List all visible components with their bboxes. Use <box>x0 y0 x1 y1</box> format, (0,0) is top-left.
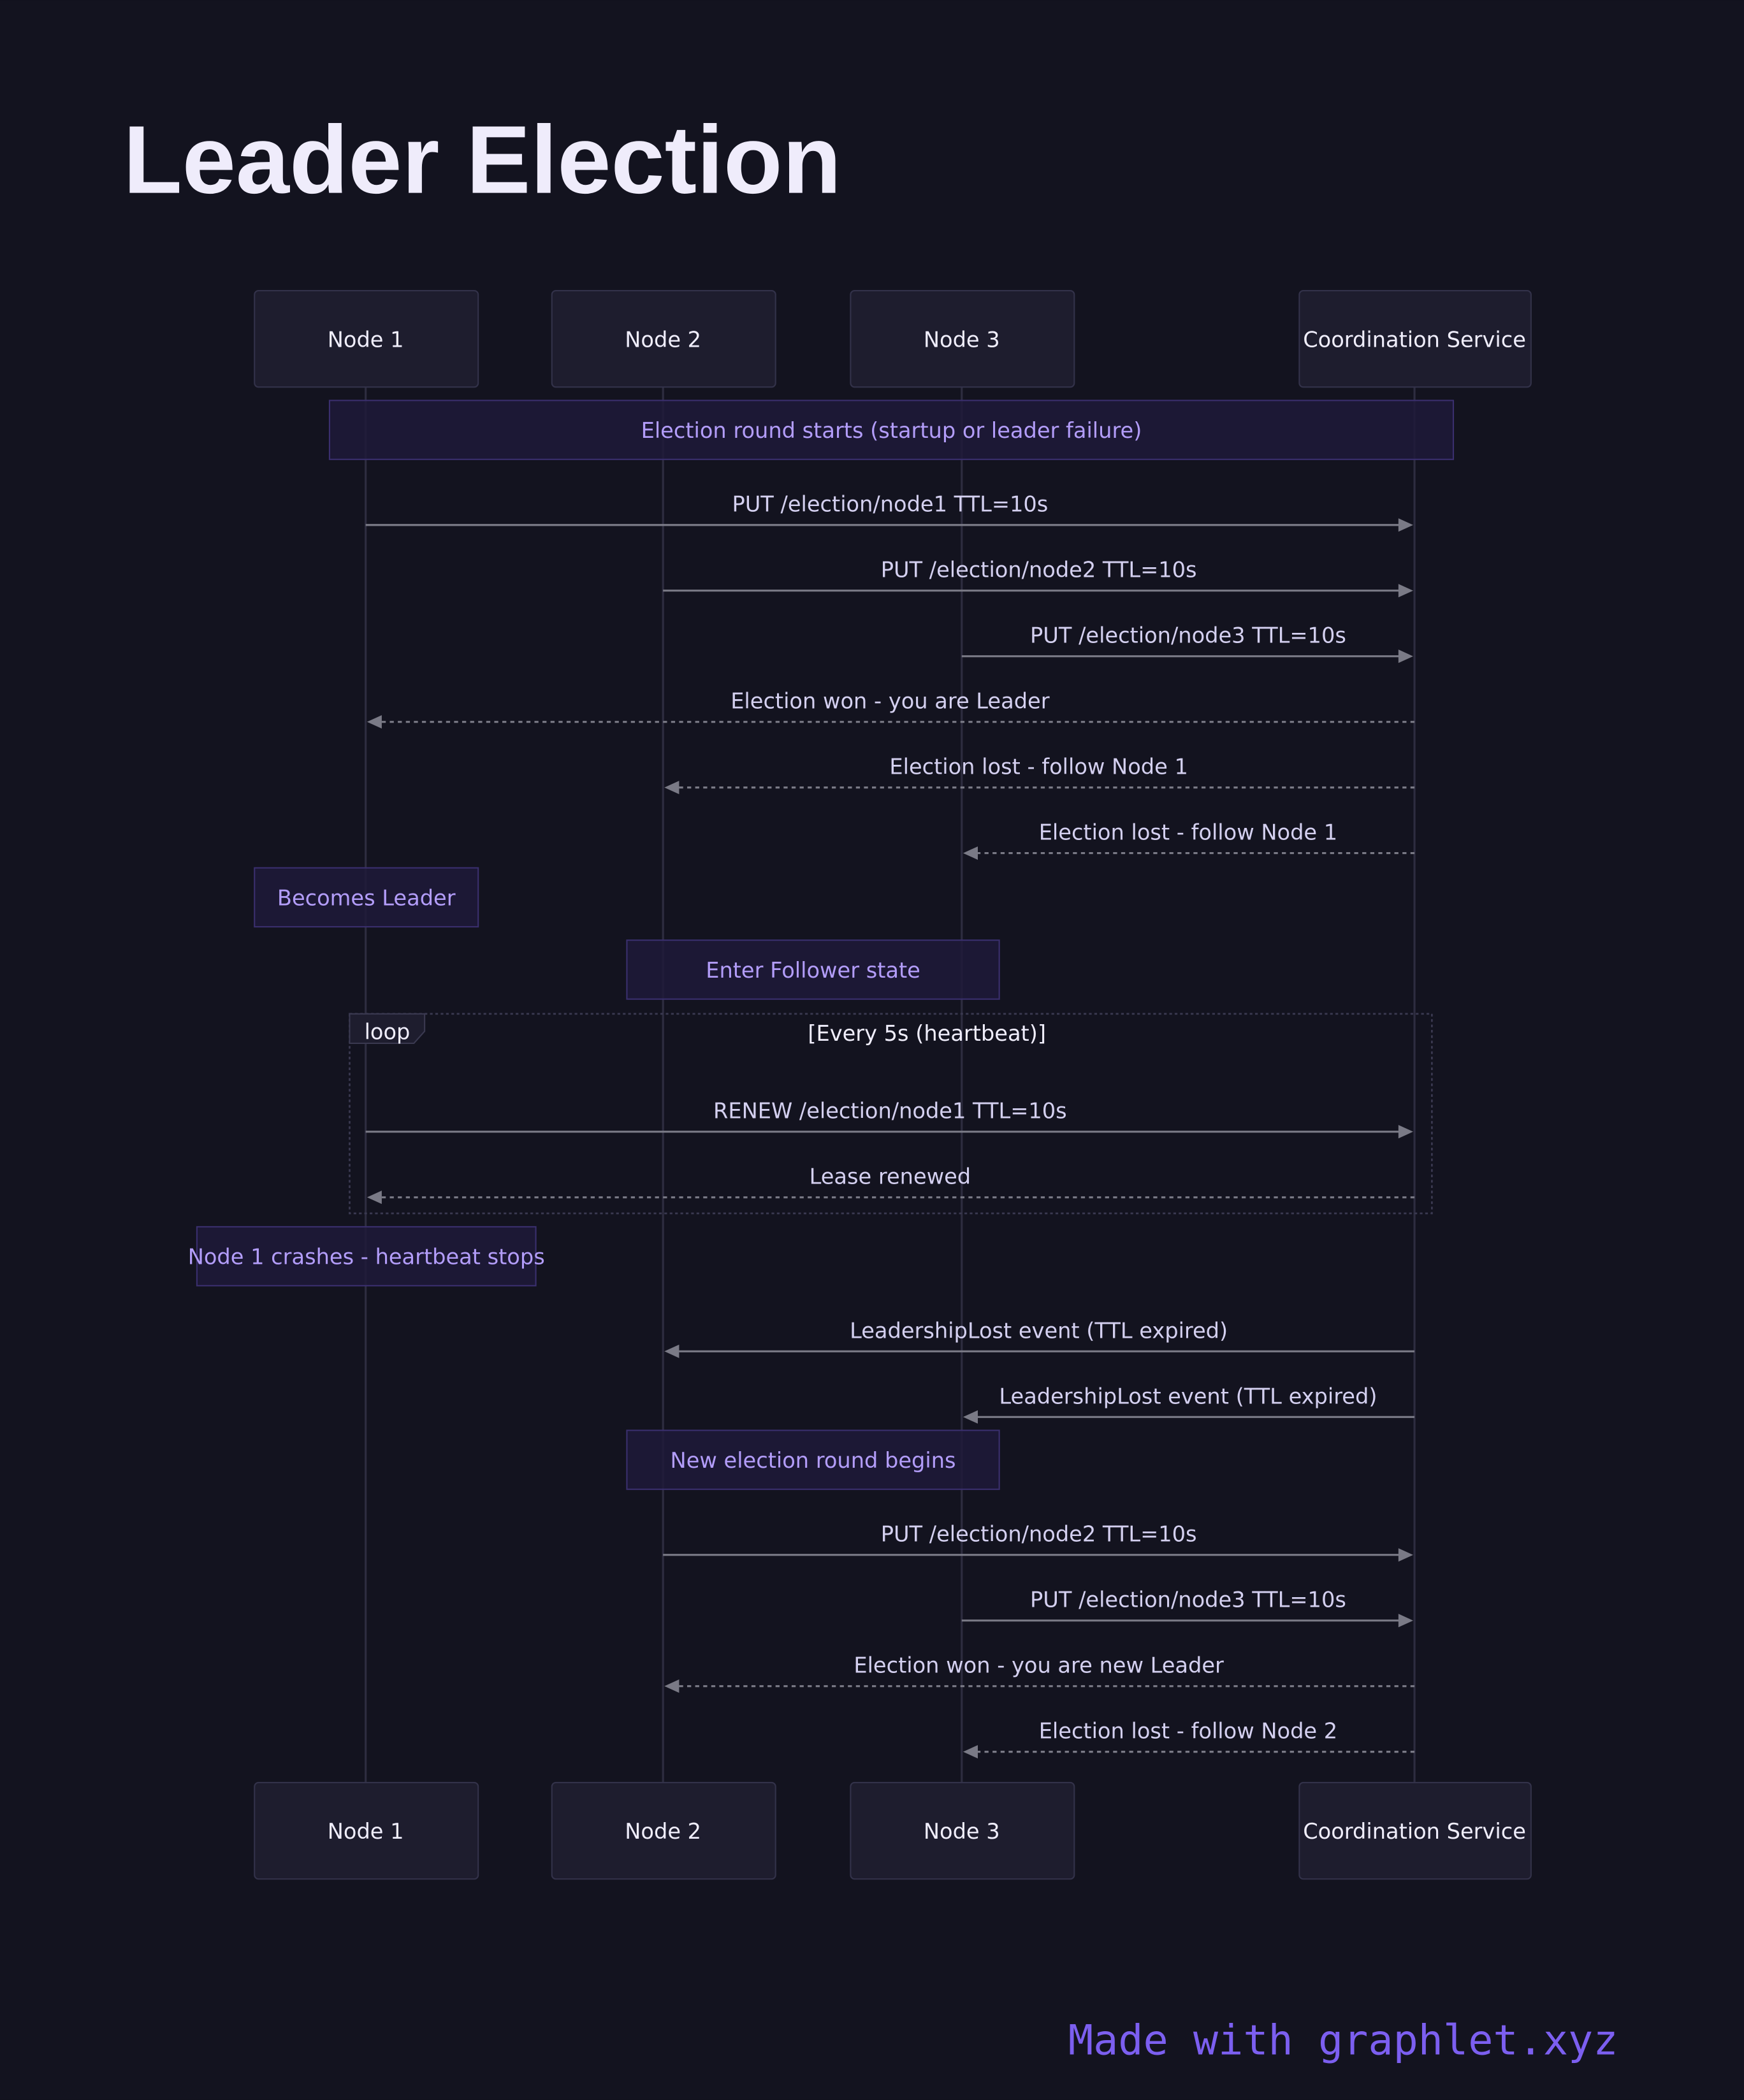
loop-label: loop <box>365 1020 411 1045</box>
loop-tab <box>349 1013 426 1045</box>
arrowhead-icon <box>1398 1125 1413 1139</box>
message-label: PUT /election/node1 TTL=10s <box>732 492 1048 517</box>
participant-label: Node 2 <box>625 1819 701 1844</box>
participant-box-top[interactable]: Node 1 <box>254 289 479 388</box>
participant-rect <box>1298 289 1532 388</box>
message: Election won - you are Leader <box>367 689 1415 729</box>
participant-box-bottom[interactable]: Node 1 <box>254 1781 479 1880</box>
note-box <box>626 1430 1000 1490</box>
message: RENEW /election/node1 TTL=10s <box>365 1099 1413 1139</box>
message-label: PUT /election/node3 TTL=10s <box>1030 1588 1346 1612</box>
participant-label: Coordination Service <box>1303 1819 1526 1844</box>
note: New election round begins <box>626 1430 1000 1490</box>
loop-frame <box>349 1013 1433 1215</box>
message-label: Election lost - follow Node 1 <box>889 755 1188 779</box>
participant-rect <box>850 1781 1075 1880</box>
message: Election lost - follow Node 2 <box>963 1719 1415 1759</box>
participant-rect <box>254 289 479 388</box>
message: PUT /election/node2 TTL=10s <box>663 1522 1413 1562</box>
message-label: Lease renewed <box>810 1164 971 1189</box>
message: PUT /election/node3 TTL=10s <box>961 623 1413 663</box>
participant-rect <box>254 1781 479 1880</box>
note: Becomes Leader <box>254 867 479 928</box>
participant-label: Node 3 <box>924 1819 1000 1844</box>
participant-rect <box>551 289 776 388</box>
arrowhead-icon <box>367 1191 382 1205</box>
participant-rect <box>850 289 1075 388</box>
participant-label: Node 1 <box>328 1819 404 1844</box>
note-text: New election round begins <box>671 1448 956 1473</box>
note: Enter Follower state <box>626 939 1000 1000</box>
arrowhead-icon <box>963 1745 978 1759</box>
message-label: Election won - you are new Leader <box>854 1653 1224 1678</box>
footer-credit: Made with graphlet.xyz <box>1068 2017 1618 2065</box>
message: PUT /election/node2 TTL=10s <box>663 558 1413 598</box>
note-text: Becomes Leader <box>277 886 456 911</box>
message-label: RENEW /election/node1 TTL=10s <box>713 1099 1067 1124</box>
message-label: Election lost - follow Node 2 <box>1039 1719 1337 1744</box>
message: PUT /election/node1 TTL=10s <box>365 492 1413 532</box>
note-text: Enter Follower state <box>706 958 920 983</box>
arrowhead-icon <box>963 846 978 860</box>
note-text: Election round starts (startup or leader… <box>641 418 1142 443</box>
participant-box-bottom[interactable]: Node 3 <box>850 1781 1075 1880</box>
page-title: Leader Election <box>123 106 841 214</box>
arrowhead-icon <box>1398 1548 1413 1562</box>
note-text: Node 1 crashes - heartbeat stops <box>188 1245 545 1270</box>
participant-box-top[interactable]: Coordination Service <box>1298 289 1532 388</box>
message-label: PUT /election/node3 TTL=10s <box>1030 623 1346 648</box>
note-box <box>196 1226 537 1287</box>
message: LeadershipLost event (TTL expired) <box>963 1384 1415 1424</box>
note-box <box>626 939 1000 1000</box>
message-label: PUT /election/node2 TTL=10s <box>881 558 1197 583</box>
message: Election lost - follow Node 1 <box>963 820 1415 860</box>
message: Lease renewed <box>367 1164 1415 1205</box>
message-label: PUT /election/node2 TTL=10s <box>881 1522 1197 1547</box>
participant-label: Node 1 <box>328 327 404 352</box>
participant-label: Node 2 <box>625 327 701 352</box>
arrowhead-icon <box>664 1679 679 1693</box>
message-label: Election won - you are Leader <box>730 689 1050 714</box>
message: Election lost - follow Node 1 <box>664 755 1415 795</box>
participant-label: Coordination Service <box>1303 327 1526 352</box>
message: LeadershipLost event (TTL expired) <box>664 1318 1415 1358</box>
note: Node 1 crashes - heartbeat stops <box>188 1226 545 1287</box>
note-box <box>328 400 1455 460</box>
message-label: LeadershipLost event (TTL expired) <box>850 1318 1228 1343</box>
message: Election won - you are new Leader <box>664 1653 1415 1693</box>
participant-box-bottom[interactable]: Node 2 <box>551 1781 776 1880</box>
participant-box-bottom[interactable]: Coordination Service <box>1298 1781 1532 1880</box>
note-box <box>254 867 479 928</box>
arrowhead-icon <box>963 1410 978 1424</box>
arrowhead-icon <box>1398 518 1413 532</box>
message: PUT /election/node3 TTL=10s <box>961 1588 1413 1628</box>
participant-rect <box>551 1781 776 1880</box>
arrowhead-icon <box>1398 584 1413 598</box>
participant-box-top[interactable]: Node 3 <box>850 289 1075 388</box>
message-label: Election lost - follow Node 1 <box>1039 820 1337 845</box>
loop-condition: [Every 5s (heartbeat)] <box>808 1021 1046 1046</box>
arrowhead-icon <box>1398 1614 1413 1628</box>
participant-box-top[interactable]: Node 2 <box>551 289 776 388</box>
arrowhead-icon <box>664 781 679 795</box>
note: Election round starts (startup or leader… <box>328 400 1455 460</box>
arrowhead-icon <box>1398 649 1413 663</box>
arrowhead-icon <box>664 1344 679 1358</box>
message-label: LeadershipLost event (TTL expired) <box>999 1384 1377 1408</box>
participant-rect <box>1298 1781 1532 1880</box>
participant-label: Node 3 <box>924 327 1000 352</box>
arrowhead-icon <box>367 715 382 729</box>
